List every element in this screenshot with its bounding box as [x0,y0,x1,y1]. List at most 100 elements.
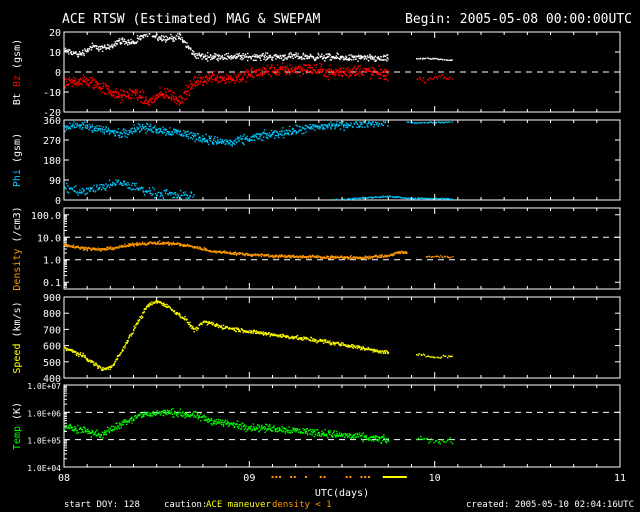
point-Phi [121,133,124,135]
point-Temp [276,430,279,433]
point-Phi [305,128,307,130]
point-Speed [142,312,144,314]
point-Bz [159,94,161,96]
point-Bt [363,55,366,57]
point-Bz [349,74,352,76]
point-Phi [216,136,219,139]
point-Bz [345,68,347,70]
point-Phi_wrap [349,198,351,200]
point-Bz [198,74,201,76]
point-Phi [263,132,266,135]
point-Temp [334,434,336,436]
point-Phi_low [112,181,114,184]
point-Bz [214,78,216,80]
point-Temp [218,421,221,423]
point-Bz [120,94,122,97]
point-Speed [122,349,124,352]
point-Bz [145,99,147,102]
point-Phi_low [106,185,109,187]
point-Temp [298,428,301,431]
point-Phi [345,126,347,129]
point-Phi [206,140,209,142]
point-Temp [316,434,319,436]
point-Bz [175,98,178,100]
point-Bz [67,84,69,87]
point-Temp [246,429,249,431]
point-Speed [151,301,153,303]
point-Density [288,255,291,258]
point-Density [146,242,149,245]
point-Bt [218,54,221,57]
point-Phi_low [67,192,70,194]
point-Bt [86,48,89,50]
point-Bz [213,70,216,73]
point-Speed [272,334,275,337]
point-Bz [151,97,154,99]
point-Density [248,254,250,256]
point-Temp [337,434,340,437]
point-Bt [322,57,324,60]
point-Phi [342,121,344,123]
point-Bz [383,78,386,80]
point-Bt [202,56,205,59]
y-tick-label-mag-4: 20 [49,28,61,39]
point-Temp [116,428,118,430]
point-Phi_wrap [406,197,409,200]
point-Bt [371,58,373,60]
point-Bz [170,97,172,99]
point-Bt [83,53,85,55]
point-Bz [199,80,202,83]
point-Speed [77,352,79,355]
point-Phi [360,123,362,125]
point-Phi_late [427,122,429,124]
point-Phi [277,134,280,137]
point-Bz [215,76,217,79]
point-Phi [157,128,160,130]
point-Phi_low [76,191,78,193]
point-Phi [286,130,288,132]
point-Phi [165,134,167,136]
point-Temp [219,419,222,421]
point-Bt [330,56,332,59]
point-Phi [256,137,258,139]
point-Temp [238,427,240,430]
point-Phi_low [175,193,177,196]
point-Density [259,254,261,256]
point-Bt [355,55,357,57]
point-Speed [89,359,91,362]
point-Bt [376,56,378,59]
y-axis-label-part-mag-2: (gsm) [12,39,23,75]
point-Phi_low [141,186,143,189]
x-tick-label-1: 09 [243,473,255,484]
point-Temp [202,415,205,417]
point-Density [286,255,288,258]
point-Density [85,247,88,249]
point-Bz [94,86,96,89]
point-Phi_low [111,183,114,186]
point-Bt [115,42,117,45]
point-Bz [303,64,305,66]
point-Temp [67,425,70,427]
point-Temp [189,416,191,418]
point-Phi [165,129,168,131]
point-Temp [178,411,181,413]
point-Temp [248,427,250,429]
point-Phi [342,124,345,127]
point-Phi_wrap [393,196,396,199]
point-Speed [87,360,89,363]
point-Density [116,246,118,248]
point-Bz [111,91,114,94]
point-Temp [351,435,353,437]
point-Phi [301,132,303,135]
point-Temp [371,439,373,442]
point-Bz [158,92,160,95]
point-Phi [259,138,261,140]
series-Bt_late [415,57,453,62]
point-Phi [82,123,85,125]
point-Phi_low [103,187,105,190]
point-Temp [90,436,93,438]
point-Phi [243,143,245,146]
point-Bz [387,70,390,72]
point-Speed [117,354,119,357]
point-Phi_wrap [375,196,377,198]
